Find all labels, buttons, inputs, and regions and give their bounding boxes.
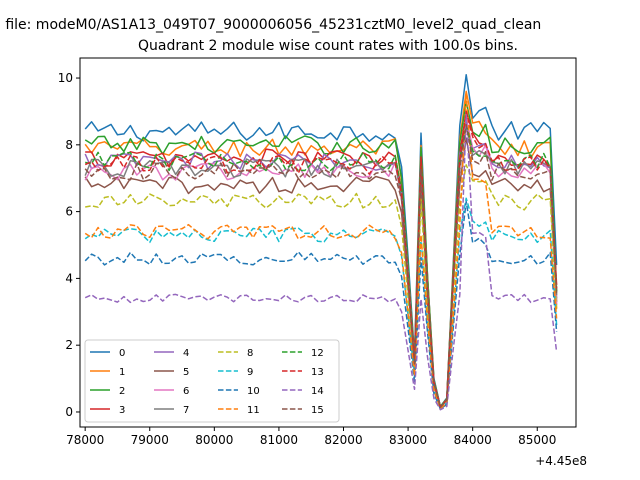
legend-label-9: 9 (247, 367, 253, 378)
legend-label-1: 1 (119, 367, 125, 378)
x-offset-label: +4.45e8 (535, 454, 587, 468)
series-line-11 (84, 93, 558, 410)
series-line-9 (84, 197, 558, 410)
legend-label-3: 3 (119, 405, 125, 416)
series-line-5 (84, 137, 558, 409)
series-line-10 (84, 200, 558, 410)
y-tick-label: 10 (58, 71, 73, 85)
series-line-12 (85, 124, 558, 408)
legend-label-12: 12 (311, 348, 324, 359)
x-tick-label: 82000 (324, 433, 362, 447)
series-line-3 (85, 110, 558, 408)
series-line-0 (84, 73, 558, 408)
y-tick-label: 6 (65, 205, 73, 219)
legend-label-6: 6 (183, 386, 189, 397)
legend-label-7: 7 (183, 405, 189, 416)
x-tick-label: 79000 (131, 433, 169, 447)
legend-label-15: 15 (311, 405, 324, 416)
series-line-14 (84, 114, 558, 411)
axes-frame (79, 57, 577, 428)
legend-label-2: 2 (119, 386, 125, 397)
x-tick-label: 84000 (454, 433, 492, 447)
figure-suptitle: n file: modeM0/AS1A13_049T07_9000006056_… (0, 17, 541, 33)
legend-label-14: 14 (311, 386, 324, 397)
chart-title: Quadrant 2 module wise count rates with … (138, 38, 518, 54)
legend-label-0: 0 (119, 348, 125, 359)
x-axis: 78000 79000 80000 81000 82000 83000 84000 85000 (66, 427, 556, 447)
legend-label-4: 4 (183, 348, 189, 359)
legend-label-5: 5 (183, 367, 189, 378)
series-line-15 (84, 124, 558, 408)
y-tick-label: 8 (65, 138, 73, 152)
y-tick-label: 4 (65, 271, 73, 285)
legend-box (84, 339, 340, 423)
x-tick-label: 81000 (260, 433, 298, 447)
series-layer (84, 73, 558, 411)
legend-label-13: 13 (311, 367, 324, 378)
series-line-2 (84, 100, 558, 408)
y-tick-label: 2 (65, 338, 73, 352)
x-tick-label: 83000 (389, 433, 427, 447)
x-tick-label: 80000 (195, 433, 233, 447)
legend-label-10: 10 (247, 386, 260, 397)
x-tick-label: 78000 (66, 433, 104, 447)
legend-label-11: 11 (247, 405, 260, 416)
series-line-8 (85, 164, 558, 409)
y-axis: 0 2 4 6 8 10 (58, 71, 80, 419)
legend-label-8: 8 (247, 348, 253, 359)
y-tick-label: 0 (65, 405, 73, 419)
x-tick-label: 85000 (518, 433, 556, 447)
